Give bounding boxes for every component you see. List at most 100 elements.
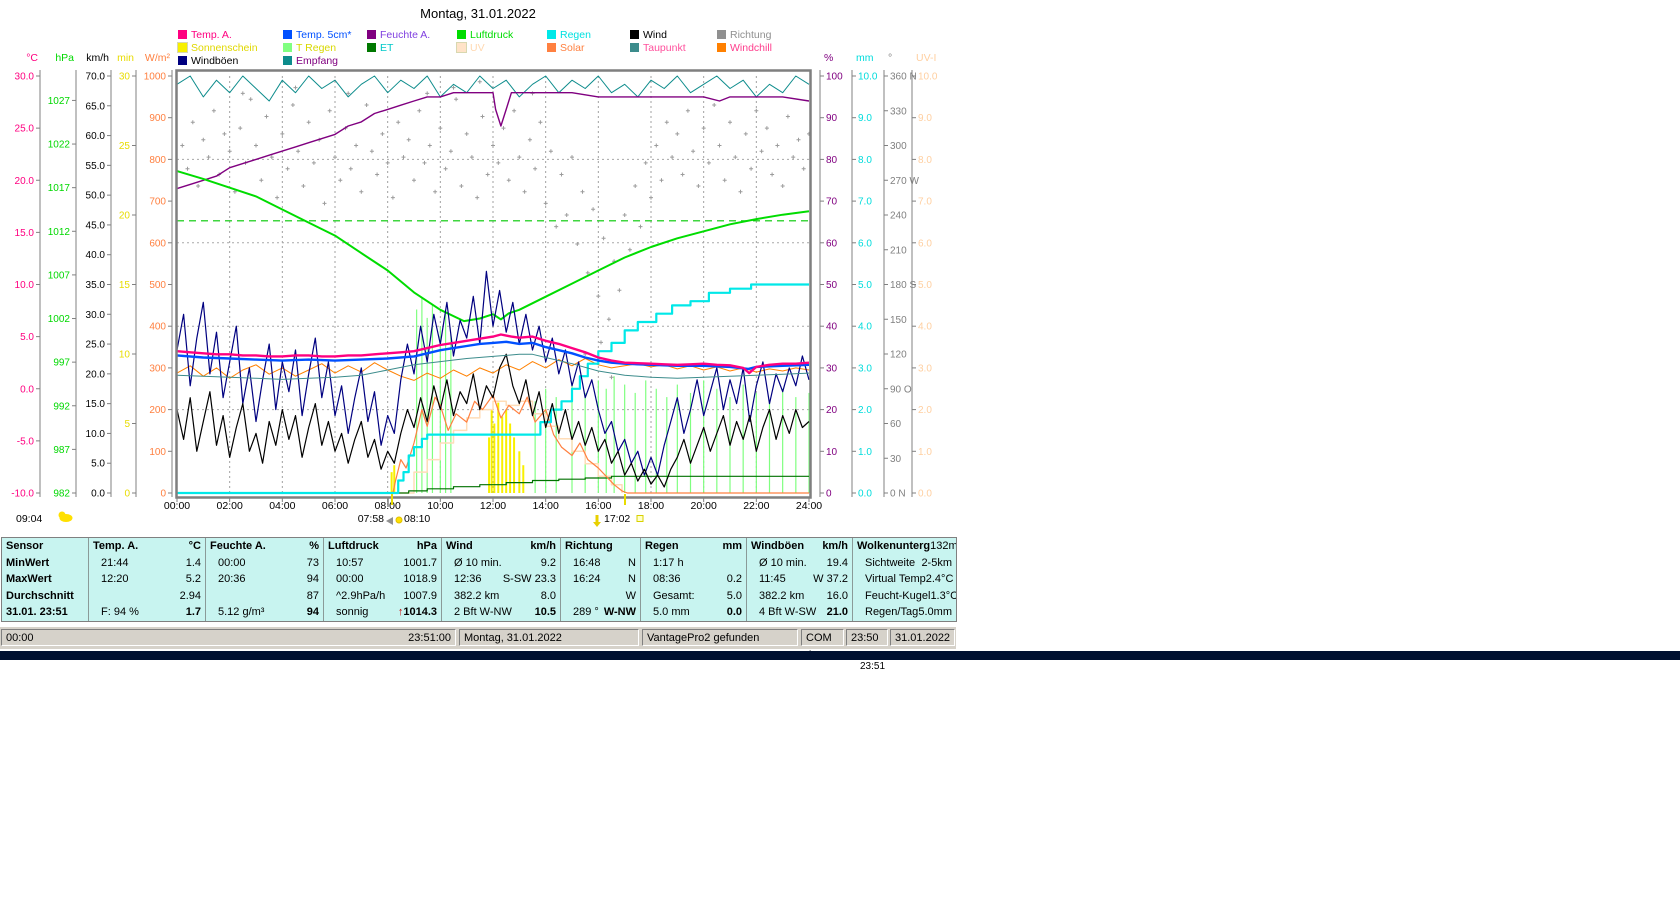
status-date2-panel: 31.01.2022 bbox=[890, 629, 955, 646]
status-current-time: 23:51:00 bbox=[408, 632, 451, 644]
svg-text:1.0: 1.0 bbox=[858, 447, 872, 458]
column-header: Temp. A. bbox=[93, 540, 139, 552]
cell-label: sonnig bbox=[336, 606, 369, 619]
status-device-panel: VantagePro2 gefunden bbox=[642, 629, 798, 646]
svg-text:987: 987 bbox=[53, 445, 70, 456]
svg-text:0: 0 bbox=[160, 489, 166, 500]
cell-value: 16.0 bbox=[826, 589, 848, 602]
legend-label: Sonnenschein bbox=[191, 42, 258, 54]
svg-text:10: 10 bbox=[826, 447, 838, 458]
svg-text:90: 90 bbox=[826, 113, 838, 124]
legend-color-box bbox=[283, 43, 292, 52]
series-luftdruck bbox=[176, 170, 810, 323]
series-et bbox=[177, 475, 809, 494]
svg-text:06:00: 06:00 bbox=[322, 500, 348, 512]
cell-label: 20:36 bbox=[218, 573, 246, 586]
svg-text:15.0: 15.0 bbox=[86, 399, 106, 410]
sunset-marker-square bbox=[636, 515, 644, 522]
status-com-panel: COM 4 bbox=[801, 629, 844, 661]
cell-label: 1:17 h bbox=[653, 556, 684, 569]
svg-text:992: 992 bbox=[53, 401, 70, 412]
svg-text:80: 80 bbox=[826, 155, 838, 166]
svg-text:4.0: 4.0 bbox=[918, 322, 932, 333]
legend-label: Luftdruck bbox=[470, 29, 514, 41]
legend-item-t-regen: T Regen bbox=[283, 42, 336, 54]
cell-label: 382.2 km bbox=[759, 589, 805, 602]
svg-text:24:00: 24:00 bbox=[796, 500, 822, 512]
svg-text:900: 900 bbox=[149, 113, 166, 124]
svg-text:1022: 1022 bbox=[48, 140, 71, 151]
sunrise-sun-icon bbox=[395, 516, 403, 524]
svg-text:0.0: 0.0 bbox=[918, 489, 932, 500]
svg-text:10.0: 10.0 bbox=[86, 429, 106, 440]
cell-value: N bbox=[628, 556, 636, 569]
legend-label: UV bbox=[470, 42, 485, 54]
axis-deg: ° 360 N 330 300 270 W 240 210 180 S 150 120 90 O 60… bbox=[883, 52, 919, 500]
cell-label: Ø 10 min. bbox=[454, 556, 502, 569]
cell-value: 0.0 bbox=[726, 606, 742, 619]
svg-text:5: 5 bbox=[124, 419, 130, 430]
axis-unit-kmh: km/h bbox=[86, 52, 109, 64]
cell-value: 1001.7 bbox=[403, 556, 437, 569]
weather-app-window: Montag, 31.01.2022 Temp. A. Temp. 5cm* Feu… bbox=[0, 0, 958, 661]
cell-label: 11:45 bbox=[759, 573, 786, 586]
svg-text:04:00: 04:00 bbox=[269, 500, 295, 512]
legend-color-box bbox=[717, 43, 726, 52]
svg-text:-5.0: -5.0 bbox=[17, 436, 35, 447]
svg-text:30: 30 bbox=[826, 363, 838, 374]
svg-text:5.0: 5.0 bbox=[20, 332, 34, 343]
svg-text:35.0: 35.0 bbox=[86, 280, 106, 291]
row-label: 31.01. 23:51 bbox=[6, 606, 68, 619]
cell-value: W-NW bbox=[603, 606, 636, 619]
svg-text:6.0: 6.0 bbox=[918, 238, 932, 249]
svg-text:2.0: 2.0 bbox=[918, 405, 932, 416]
cell-value: S-SW 23.3 bbox=[502, 573, 556, 586]
cell-label: Feucht-Kugel bbox=[865, 589, 931, 602]
svg-text:5.0: 5.0 bbox=[918, 280, 932, 291]
table-header-row: Sensor Temp. A. °C Feuchte A.% Luftdruck hPa W… bbox=[2, 538, 956, 555]
svg-text:60: 60 bbox=[890, 419, 902, 430]
weather-chart[interactable]: °C 30.0 25.0 20.0 15.0 10.0 5.0 0.0 -5.0 -10.0 hPa… bbox=[0, 0, 956, 536]
day-length-label: 09:04 bbox=[16, 513, 42, 525]
svg-text:9.0: 9.0 bbox=[858, 113, 872, 124]
cell-label: Virtual Temp bbox=[865, 573, 926, 586]
svg-text:1017: 1017 bbox=[48, 183, 71, 194]
cell-value: ↑1014.3 bbox=[397, 606, 437, 619]
legend-item-sonnenschein: Sonnenschein bbox=[177, 42, 258, 54]
svg-text:180 S: 180 S bbox=[890, 280, 916, 291]
svg-text:10.0: 10.0 bbox=[15, 280, 35, 291]
cell-label: 382.2 km bbox=[454, 589, 500, 602]
row-label: MinWert bbox=[6, 556, 50, 569]
svg-text:997: 997 bbox=[53, 358, 70, 369]
legend-color-box bbox=[367, 43, 376, 52]
svg-text:200: 200 bbox=[149, 405, 166, 416]
svg-text:15.0: 15.0 bbox=[15, 228, 35, 239]
svg-text:150: 150 bbox=[890, 315, 907, 326]
legend-label: Empfang bbox=[296, 55, 339, 67]
axis-min: min 30 25 20 15 10 5 0 bbox=[117, 52, 137, 500]
cell-label: F: 94 % bbox=[101, 606, 139, 619]
legend-color-box bbox=[547, 30, 556, 39]
cell-value: 87 bbox=[306, 589, 319, 602]
table-row-minwert: MinWert 21:44 1.4 00:00 73 10:57 1001.7 Ø 10 mi… bbox=[2, 554, 956, 572]
axis-hpa: hPa 1027 1022 1017 1012 1007 1002 997 992 987 982 bbox=[48, 52, 77, 500]
status-date2: 31.01.2022 bbox=[895, 632, 951, 644]
legend-item-temp-5cm-: Temp. 5cm* bbox=[283, 29, 351, 41]
series-regen bbox=[177, 283, 809, 495]
cell-value: 10.5 bbox=[534, 606, 556, 619]
legend-color-box bbox=[367, 30, 376, 39]
legend-color-box bbox=[717, 30, 726, 39]
svg-text:300: 300 bbox=[890, 141, 907, 152]
column-unit: hPa bbox=[416, 540, 437, 552]
cell-label: 5.0 mm bbox=[653, 606, 690, 619]
cell-label: Gesamt: bbox=[653, 589, 695, 602]
legend-item-richtung: Richtung bbox=[717, 29, 771, 41]
axis-tempC: °C 30.0 25.0 20.0 15.0 10.0 5.0 0.0 -5.0 -10.0 bbox=[11, 52, 41, 500]
svg-text:02:00: 02:00 bbox=[217, 500, 243, 512]
chart-legend: Temp. A. Temp. 5cm* Feuchte A. Luftdruck Reg… bbox=[0, 0, 956, 72]
cell-label: 00:00 bbox=[218, 556, 246, 569]
svg-text:700: 700 bbox=[149, 197, 166, 208]
legend-label: Regen bbox=[560, 29, 591, 41]
table-row-maxwert: MaxWert 12:20 5.2 20:36 94 00:00 1018.9 12:36 S-… bbox=[2, 571, 956, 588]
